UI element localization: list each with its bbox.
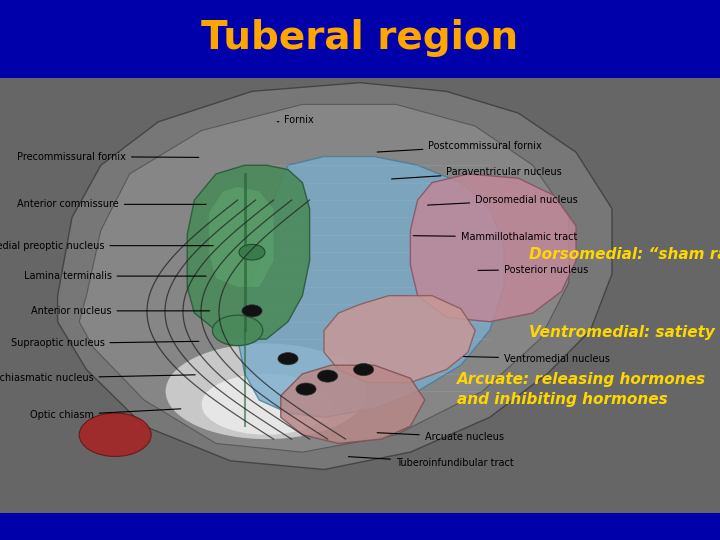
Polygon shape [324, 295, 475, 382]
Circle shape [278, 353, 298, 364]
Polygon shape [187, 165, 310, 339]
Circle shape [239, 245, 265, 260]
Ellipse shape [79, 413, 151, 456]
Text: Arcuate nucleus: Arcuate nucleus [377, 432, 504, 442]
Polygon shape [238, 157, 504, 417]
Text: Anterior commissure: Anterior commissure [17, 199, 206, 210]
Text: Arcuate: releasing hormones
and inhibiting hormones: Arcuate: releasing hormones and inhibiti… [457, 372, 706, 407]
Text: Dorsomedial: “sham rage”: Dorsomedial: “sham rage” [529, 247, 720, 262]
Text: Dorsomedial nucleus: Dorsomedial nucleus [428, 195, 578, 205]
Ellipse shape [202, 374, 331, 435]
Polygon shape [209, 187, 274, 287]
Text: Ventromedial nucleus: Ventromedial nucleus [464, 354, 610, 363]
Circle shape [242, 305, 262, 317]
Text: Supraoptic nucleus: Supraoptic nucleus [11, 339, 199, 348]
Polygon shape [79, 104, 569, 452]
Text: Anterior nucleus: Anterior nucleus [31, 306, 210, 316]
Text: Medial preoptic nucleus: Medial preoptic nucleus [0, 241, 213, 251]
Text: Posterior nucleus: Posterior nucleus [478, 265, 588, 274]
Polygon shape [410, 174, 576, 322]
Polygon shape [281, 365, 425, 443]
Text: Postcommissural fornix: Postcommissural fornix [377, 141, 542, 152]
Text: Tuberal region: Tuberal region [202, 18, 518, 57]
Text: Tuberoinfundibular tract: Tuberoinfundibular tract [348, 457, 514, 468]
Text: Ventromedial: satiety center: Ventromedial: satiety center [529, 325, 720, 340]
Circle shape [318, 370, 338, 382]
Text: Suprachiasmatic nucleus: Suprachiasmatic nucleus [0, 373, 195, 383]
Text: Mammillothalamic tract: Mammillothalamic tract [413, 232, 577, 242]
Circle shape [212, 315, 263, 346]
Text: Lamina terminalis: Lamina terminalis [24, 271, 206, 281]
Polygon shape [58, 83, 612, 469]
Circle shape [296, 383, 316, 395]
Text: Fornix: Fornix [277, 114, 314, 125]
Text: Optic chiasm: Optic chiasm [30, 409, 181, 420]
Circle shape [354, 363, 374, 376]
Text: Precommissural fornix: Precommissural fornix [17, 152, 199, 161]
Text: Paraventricular nucleus: Paraventricular nucleus [392, 167, 562, 179]
Ellipse shape [166, 343, 367, 439]
